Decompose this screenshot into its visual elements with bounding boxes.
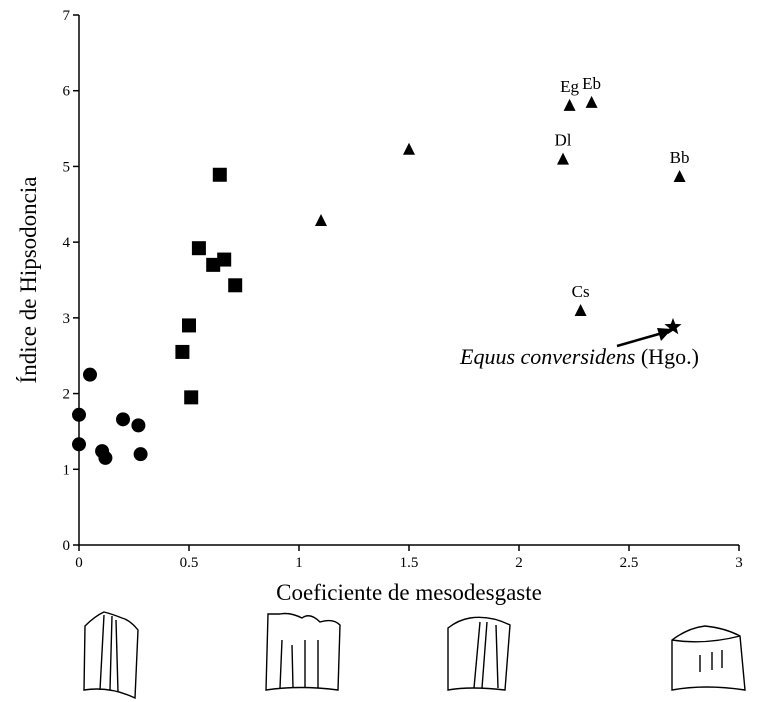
- point: [563, 98, 576, 111]
- point: [182, 318, 196, 333]
- x-tick-label: 0.5: [180, 555, 199, 571]
- x-tick-label: 3: [735, 555, 743, 571]
- point: [557, 152, 569, 165]
- point: [191, 241, 206, 256]
- x-tick-label: 2.5: [620, 555, 639, 571]
- point: [184, 390, 199, 405]
- annotation-species: Equus conversidens: [459, 344, 635, 369]
- y-tick-label: 1: [63, 462, 71, 478]
- point: [315, 213, 327, 226]
- point-label: Eb: [582, 74, 601, 93]
- y-tick-label: 7: [63, 8, 71, 24]
- y-axis-title: Índice de Hipsodoncia: [16, 177, 41, 384]
- point: [403, 142, 415, 155]
- point: [673, 170, 686, 183]
- point: [131, 418, 146, 433]
- y-tick-label: 0: [63, 538, 71, 554]
- tooth: [83, 611, 139, 700]
- point: [585, 95, 598, 108]
- point: [217, 252, 232, 267]
- point: [98, 450, 113, 465]
- point: [72, 407, 86, 422]
- point: [133, 447, 148, 462]
- point: [175, 344, 190, 359]
- point-label: Cs: [572, 282, 590, 301]
- x-tick-label: 2: [515, 555, 523, 571]
- tooth: [265, 612, 341, 691]
- tooth: [447, 616, 511, 691]
- x-tick-label: 1.5: [400, 555, 419, 571]
- x-axis-title: Coeficiente de mesodesgaste: [276, 580, 542, 605]
- point: [206, 257, 221, 272]
- annotation-suffix: (Hgo.): [641, 344, 699, 369]
- point-label: Bb: [670, 148, 690, 167]
- point-label: Eg: [560, 77, 579, 96]
- y-tick-label: 4: [63, 235, 71, 251]
- point: [72, 437, 86, 452]
- tooth-drawings: [83, 611, 746, 700]
- x-tick-label: 0: [75, 555, 83, 571]
- y-tick-label: 2: [63, 387, 71, 403]
- annotation-arrow: [616, 330, 667, 348]
- point: [664, 317, 682, 335]
- y-tick-label: 6: [63, 84, 71, 100]
- arrow-head: [657, 328, 672, 341]
- point: [83, 367, 97, 382]
- point: [574, 304, 587, 317]
- point: [212, 167, 227, 182]
- point: [116, 412, 130, 427]
- point-label: Dl: [555, 131, 572, 150]
- annotation: Equus conversidens (Hgo.): [459, 344, 699, 369]
- tooth: [671, 625, 746, 691]
- point: [228, 278, 243, 293]
- y-tick-label: 5: [63, 159, 71, 175]
- y-tick-label: 3: [63, 311, 71, 327]
- x-tick-label: 1: [295, 555, 303, 571]
